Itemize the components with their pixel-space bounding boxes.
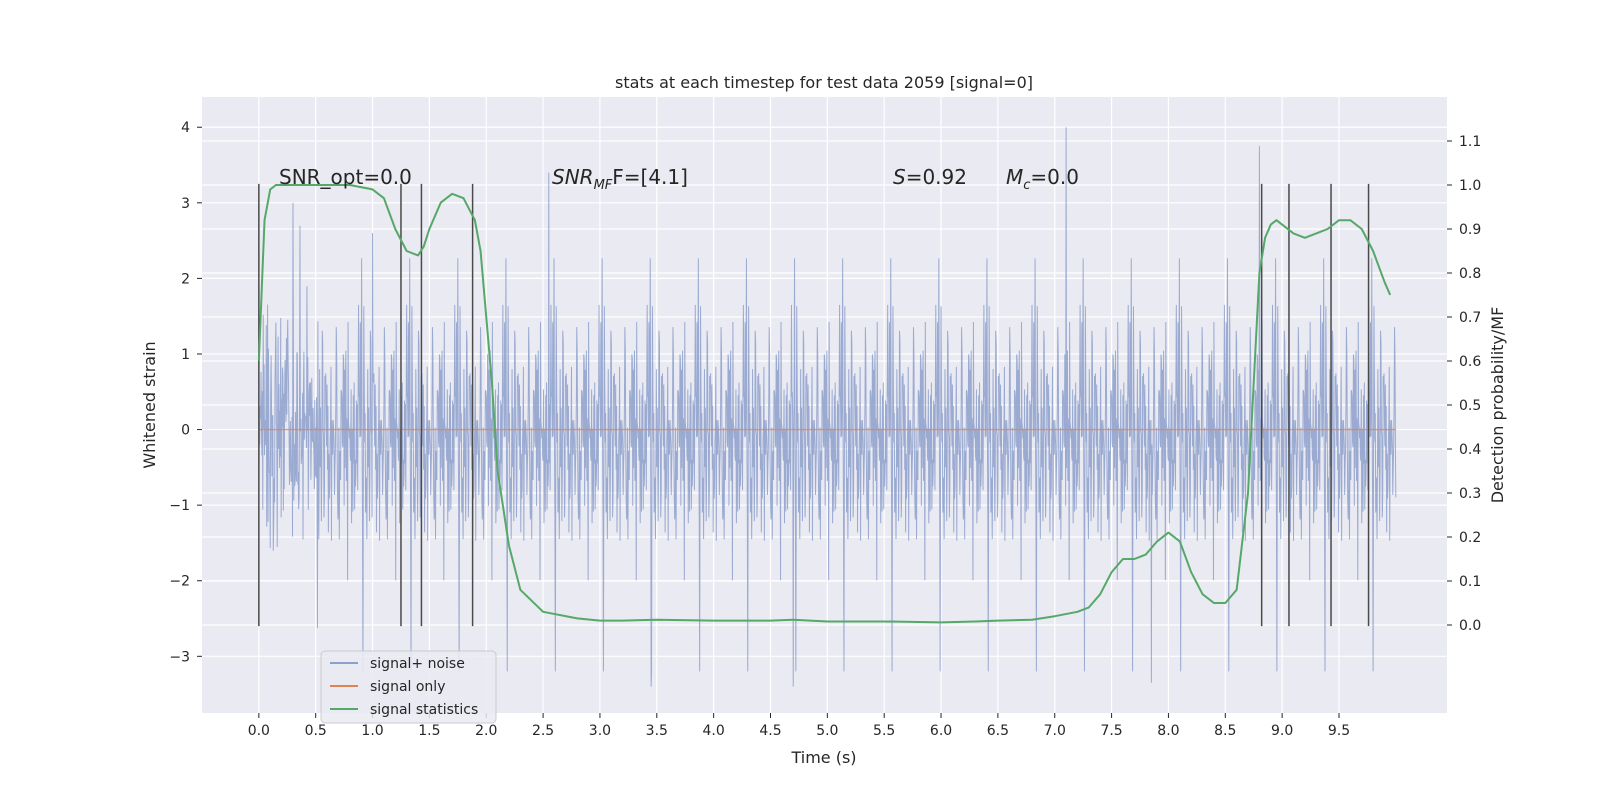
legend-box bbox=[320, 650, 497, 724]
x-tick-label: 4.0 bbox=[703, 723, 725, 739]
x-tick-label: 4.5 bbox=[759, 723, 781, 739]
legend-label-signal-noise: signal+ noise bbox=[370, 656, 465, 672]
x-tick-label: 0.5 bbox=[305, 723, 327, 739]
y-tick-label: 1 bbox=[181, 347, 190, 363]
y2-tick-label: 0.6 bbox=[1459, 354, 1481, 370]
annotation-mc-value: =0.0 bbox=[1030, 165, 1079, 189]
y-axis-ticks: −3 −2 −1 0 1 2 3 4 bbox=[169, 120, 202, 665]
y2-tick-label: 0.8 bbox=[1459, 266, 1481, 282]
legend-label-signal-only: signal only bbox=[370, 679, 445, 695]
y2-tick-label: 0.9 bbox=[1459, 222, 1481, 238]
y-tick-label: 0 bbox=[181, 423, 190, 439]
y2-tick-label: 0.2 bbox=[1459, 530, 1481, 546]
x-tick-label: 9.5 bbox=[1328, 723, 1350, 739]
signal-statistics-line bbox=[257, 184, 1392, 624]
annotation-snr-mf-prefix: SNR bbox=[552, 165, 594, 189]
x-tick-label: 7.0 bbox=[1044, 723, 1066, 739]
signal-noise-line bbox=[258, 127, 1397, 687]
series-signal-statistics bbox=[257, 184, 1392, 624]
annotation-snr-mf-sub: MF bbox=[594, 178, 613, 193]
legend: signal+ noise signal only signal statist… bbox=[320, 650, 497, 724]
x-tick-label: 1.0 bbox=[361, 723, 383, 739]
chart-title: stats at each timestep for test data 205… bbox=[615, 73, 1033, 92]
x-tick-label: 8.0 bbox=[1157, 723, 1179, 739]
x-tick-label: 9.0 bbox=[1271, 723, 1293, 739]
x-axis-label: Time (s) bbox=[790, 748, 856, 767]
y2-tick-label: 1.1 bbox=[1459, 134, 1481, 150]
legend-label-signal-statistics: signal statistics bbox=[370, 702, 478, 718]
y2-tick-label: 0.5 bbox=[1459, 398, 1481, 414]
y2-tick-label: 0.0 bbox=[1459, 618, 1481, 634]
y-tick-label: −3 bbox=[169, 649, 190, 665]
annotation-s-label: S bbox=[893, 165, 906, 189]
annotation-snr-opt: SNR_opt=0.0 bbox=[279, 165, 412, 189]
grid-lines bbox=[202, 97, 1447, 713]
x-tick-label: 6.5 bbox=[987, 723, 1009, 739]
x-tick-label: 3.5 bbox=[646, 723, 668, 739]
y2-tick-label: 0.1 bbox=[1459, 574, 1481, 590]
x-tick-label: 1.5 bbox=[418, 723, 440, 739]
series-signal-noise bbox=[258, 127, 1397, 687]
x-tick-label: 5.5 bbox=[873, 723, 895, 739]
x-tick-label: 0.0 bbox=[248, 723, 270, 739]
x-tick-label: 5.0 bbox=[816, 723, 838, 739]
y2-tick-label: 0.7 bbox=[1459, 310, 1481, 326]
y-tick-label: 2 bbox=[181, 271, 190, 287]
annotation-s-value: =0.92 bbox=[906, 165, 967, 189]
annotation-mc-label: M bbox=[1006, 165, 1023, 189]
x-tick-label: 7.5 bbox=[1100, 723, 1122, 739]
x-tick-label: 8.5 bbox=[1214, 723, 1236, 739]
y2-tick-label: 0.4 bbox=[1459, 442, 1481, 458]
vertical-markers bbox=[258, 183, 1370, 627]
y-tick-label: −2 bbox=[169, 574, 190, 590]
y-tick-label: 3 bbox=[181, 196, 190, 212]
y2-axis-label: Detection probability/MF bbox=[1488, 307, 1507, 504]
annotation-mc-sub: c bbox=[1023, 178, 1030, 193]
y-tick-label: 4 bbox=[181, 120, 190, 136]
y2-tick-label: 1.0 bbox=[1459, 178, 1481, 194]
x-tick-label: 3.0 bbox=[589, 723, 611, 739]
x-tick-label: 6.0 bbox=[930, 723, 952, 739]
y2-axis-ticks: 0.0 0.1 0.2 0.3 0.4 0.5 0.6 0.7 0.8 0.9 1.0 1.1 bbox=[1447, 134, 1481, 634]
y2-tick-label: 0.3 bbox=[1459, 486, 1481, 502]
annotation-mc: Mc=0.0 bbox=[1006, 165, 1079, 193]
annotation-s: S=0.92 bbox=[893, 165, 967, 189]
annotation-snr-mf: SNRMFF=[4.1] bbox=[552, 165, 688, 193]
x-tick-label: 2.5 bbox=[532, 723, 554, 739]
annotation-snr-mf-value: F=[4.1] bbox=[612, 165, 688, 189]
y-tick-label: −1 bbox=[169, 498, 190, 514]
x-axis-ticks: 0.0 0.5 1.0 1.5 2.0 2.5 3.0 3.5 4.0 4.5 5.0 5.5 6.0 6… bbox=[248, 713, 1350, 739]
x-tick-label: 2.0 bbox=[475, 723, 497, 739]
y-axis-label: Whitened strain bbox=[140, 341, 159, 468]
